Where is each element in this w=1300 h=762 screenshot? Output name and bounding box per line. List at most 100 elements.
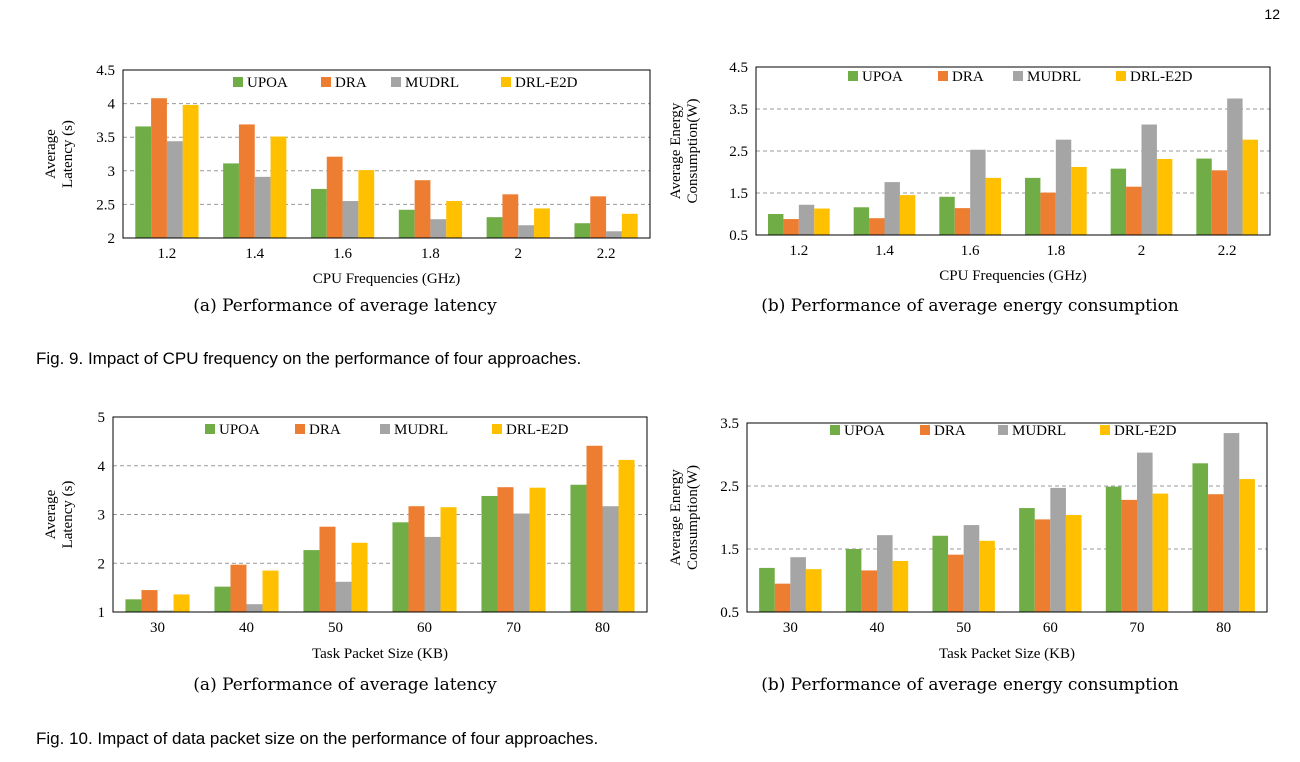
bar-mudrl	[342, 201, 359, 238]
legend-label: UPOA	[844, 423, 885, 439]
legend-swatch	[501, 77, 511, 87]
bar-upoa	[845, 549, 862, 612]
bar-upoa	[223, 163, 239, 238]
bar-dra	[319, 526, 336, 612]
y-tick-label: 3.5	[96, 130, 115, 146]
bar-dra	[408, 506, 425, 612]
bar-dra	[326, 156, 343, 238]
bar-dra	[497, 487, 514, 612]
y-tick-label: 1.5	[720, 542, 739, 558]
x-axis-label: Task Packet Size (KB)	[939, 646, 1075, 662]
bar-mudrl	[798, 204, 815, 235]
legend-label: UPOA	[862, 69, 903, 85]
bar-drl-e2d	[985, 177, 1002, 235]
bar-drl-e2d	[446, 201, 463, 238]
bar-mudrl	[877, 535, 893, 612]
x-axis-label: Task Packet Size (KB)	[312, 646, 448, 662]
bar-drl-e2d	[899, 195, 916, 235]
bar-dra	[590, 196, 607, 238]
bar-drl-e2d	[1239, 479, 1255, 612]
bar-drl-e2d	[1242, 139, 1259, 235]
bar-upoa	[939, 196, 955, 235]
fig10-caption: Fig. 10. Impact of data packet size on t…	[36, 729, 599, 748]
energy-vs-cpu-chart: 0.5 1.5 2.5 3.5 4.5 1.2 1.4 1.6 1.8 2 2.2 UPOA DRA MU…	[668, 60, 1271, 284]
bar-mudrl	[1055, 139, 1072, 235]
bar-upoa	[135, 126, 152, 238]
bar-mudrl	[518, 225, 535, 238]
y-tick-label: 3.5	[729, 102, 748, 118]
bar-dra	[230, 564, 247, 612]
bar-mudrl	[1223, 433, 1240, 612]
bar-upoa	[570, 484, 587, 612]
x-tick-label: 50	[328, 620, 343, 636]
bar-drl-e2d	[351, 542, 368, 612]
bar-drl-e2d	[173, 594, 190, 612]
legend-swatch	[848, 71, 858, 81]
legend-swatch	[321, 77, 331, 87]
x-tick-label: 30	[783, 620, 798, 636]
bar-upoa	[125, 599, 142, 612]
x-tick-label: 50	[956, 620, 971, 636]
bar-upoa	[1192, 463, 1209, 612]
bar-dra	[783, 219, 799, 235]
legend-swatch	[1013, 71, 1023, 81]
bar-dra	[141, 590, 158, 612]
legend-swatch	[998, 425, 1008, 435]
legend-swatch	[938, 71, 948, 81]
x-tick-label: 1.4	[245, 246, 264, 262]
bar-drl-e2d	[1071, 166, 1087, 235]
bar-drl-e2d	[534, 208, 550, 238]
y-tick-label: 3	[98, 508, 106, 524]
x-tick-label: 80	[1216, 620, 1231, 636]
x-tick-label: 40	[239, 620, 254, 636]
legend-label: DRL-E2D	[1114, 423, 1177, 439]
bar-upoa	[932, 535, 949, 612]
bar-drl-e2d	[440, 507, 457, 612]
legend-label: UPOA	[219, 422, 260, 438]
bar-dra	[1121, 499, 1137, 612]
y-tick-label: 4.5	[96, 63, 115, 79]
y-tick-label: 2.5	[96, 197, 115, 213]
bar-drl-e2d	[979, 540, 995, 612]
bar-drl-e2d	[270, 136, 287, 238]
bar-mudrl	[790, 557, 806, 612]
x-tick-label: 2.2	[597, 246, 616, 262]
x-tick-label: 40	[870, 620, 885, 636]
bar-mudrl	[166, 141, 183, 238]
y-axis-label: Consumption(W)	[685, 465, 701, 570]
bar-dra	[502, 194, 519, 238]
bar-drl-e2d	[805, 569, 822, 612]
legend-label: MUDRL	[394, 422, 448, 438]
bar-drl-e2d	[618, 459, 635, 612]
y-tick-label: 1.5	[729, 186, 748, 202]
bar-mudrl	[884, 182, 900, 235]
fig9a-subcaption: (a) Performance of average latency	[193, 296, 497, 316]
legend-label: DRA	[309, 422, 341, 438]
fig9b-subcaption: (b) Performance of average energy consum…	[761, 296, 1179, 316]
legend-swatch	[233, 77, 243, 87]
bar-drl-e2d	[621, 213, 638, 238]
y-tick-label: 4	[108, 97, 116, 113]
bar-dra	[869, 218, 885, 235]
bar-mudrl	[430, 219, 447, 238]
bar-mudrl	[424, 536, 441, 612]
fig9-caption: Fig. 9. Impact of CPU frequency on the p…	[36, 349, 582, 368]
bar-mudrl	[254, 176, 271, 238]
legend-label: MUDRL	[1027, 69, 1081, 85]
legend-label: DRA	[335, 75, 367, 91]
bar-upoa	[214, 586, 231, 612]
bar-dra	[151, 98, 167, 238]
bar-dra	[414, 180, 431, 238]
y-tick-label: 4	[98, 459, 106, 475]
bar-upoa	[1019, 508, 1035, 612]
fig10a-subcaption: (a) Performance of average latency	[193, 675, 497, 695]
bar-dra	[1126, 186, 1142, 235]
x-tick-label: 1.8	[1046, 243, 1065, 259]
bar-upoa	[1196, 158, 1212, 235]
x-tick-label: 70	[506, 620, 521, 636]
x-axis-label: CPU Frequencies (GHz)	[939, 268, 1086, 284]
bar-upoa	[574, 223, 591, 238]
x-tick-label: 70	[1130, 620, 1145, 636]
bar-mudrl	[606, 231, 622, 238]
y-axis-label: Average Energy	[668, 469, 684, 566]
